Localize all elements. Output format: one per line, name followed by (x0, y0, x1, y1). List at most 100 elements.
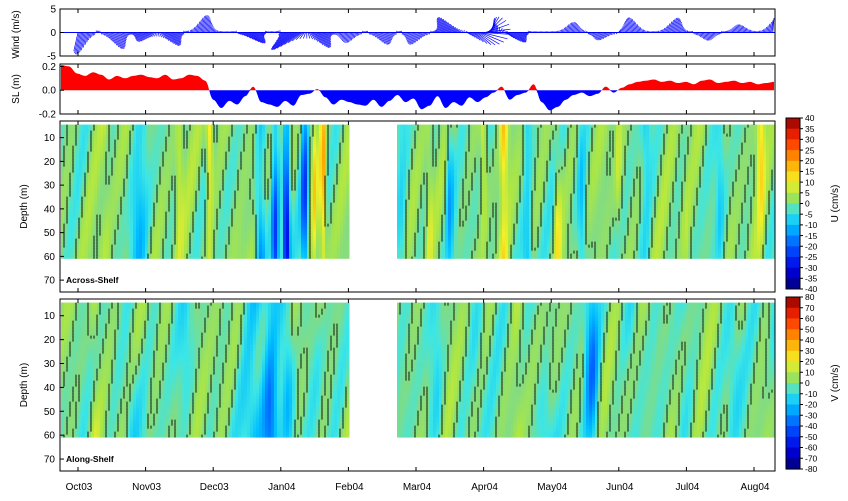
across-shelf-cell (220, 200, 224, 204)
across-shelf-cell (190, 146, 194, 150)
across-shelf-cell (406, 203, 410, 207)
across-shelf-cell (100, 152, 104, 156)
across-shelf-cell (265, 227, 269, 231)
across-shelf-cell (430, 170, 434, 174)
across-shelf-cell (244, 164, 248, 168)
across-shelf-cell (280, 212, 284, 216)
across-shelf-cell (91, 221, 95, 225)
across-shelf-cell (103, 254, 107, 258)
across-shelf-cell (217, 218, 221, 222)
across-shelf-cell (340, 215, 344, 219)
across-shelf-cell (88, 209, 92, 213)
across-shelf-cell (181, 248, 185, 252)
across-shelf-cell (295, 176, 299, 180)
across-shelf-cell (337, 203, 341, 207)
across-shelf-cell (292, 152, 296, 156)
across-shelf-cell (340, 152, 344, 156)
across-shelf-cell (304, 209, 308, 213)
across-shelf-cell (409, 233, 413, 237)
across-shelf-cell (346, 227, 350, 231)
across-shelf-cell (298, 149, 302, 153)
across-shelf-cell (403, 149, 407, 153)
across-shelf-cell (67, 257, 71, 259)
across-shelf-cell (178, 221, 182, 225)
across-shelf-cell (232, 254, 236, 258)
across-shelf-cell (202, 185, 206, 189)
across-shelf-cell (274, 224, 278, 228)
across-shelf-cell (64, 179, 68, 183)
across-shelf-cell (169, 239, 173, 243)
across-shelf-cell (223, 215, 227, 219)
across-shelf-cell (145, 185, 149, 189)
across-shelf-cell (109, 236, 113, 240)
across-shelf-cell (316, 155, 320, 159)
across-shelf-cell (154, 128, 158, 132)
across-shelf-cell (76, 143, 80, 147)
across-shelf-cell (286, 239, 290, 243)
across-shelf-cell (70, 236, 74, 240)
across-shelf-cell (430, 194, 434, 198)
across-shelf-cell (214, 179, 218, 183)
across-shelf-cell (250, 257, 254, 259)
across-shelf-cell (73, 152, 77, 156)
across-shelf-cell (133, 158, 137, 162)
across-shelf-cell (64, 185, 68, 189)
across-shelf-cell (175, 158, 179, 162)
across-shelf-cell (112, 221, 116, 225)
across-shelf-cell (427, 221, 431, 225)
across-shelf-cell (277, 143, 281, 147)
across-shelf-cell (61, 212, 65, 216)
across-shelf-cell (400, 242, 404, 246)
across-shelf-cell (427, 182, 431, 186)
across-shelf-cell (193, 215, 197, 219)
across-shelf-cell (409, 131, 413, 135)
across-shelf-cell (136, 173, 140, 177)
across-shelf-cell (208, 197, 212, 201)
across-shelf-cell (256, 173, 260, 177)
across-shelf-cell (241, 194, 245, 198)
across-shelf-cell (112, 173, 116, 177)
across-shelf-cell (250, 179, 254, 183)
across-shelf-cell (64, 170, 68, 174)
across-shelf-cell (400, 155, 404, 159)
across-shelf-cell (97, 185, 101, 189)
across-shelf-cell (334, 203, 338, 207)
across-shelf-cell (163, 188, 167, 192)
across-shelf-cell (346, 203, 350, 207)
across-shelf-cell (193, 176, 197, 180)
across-shelf-cell (229, 143, 233, 147)
across-shelf-cell (397, 164, 401, 168)
across-shelf-cell (121, 170, 125, 174)
across-shelf-cell (427, 161, 431, 165)
across-shelf-cell (145, 218, 149, 222)
across-shelf-cell (316, 209, 320, 213)
across-shelf-cell (319, 155, 323, 159)
across-shelf-cell (418, 155, 422, 159)
across-shelf-cell (295, 203, 299, 207)
across-shelf-cell (73, 191, 77, 195)
across-shelf-cell (100, 212, 104, 216)
across-shelf-cell (199, 176, 203, 180)
across-shelf-cell (322, 155, 326, 159)
across-shelf-cell (292, 236, 296, 240)
across-shelf-cell (286, 140, 290, 144)
across-shelf-cell (100, 176, 104, 180)
across-shelf-cell (265, 167, 269, 171)
across-shelf-cell (79, 173, 83, 177)
across-shelf-cell (427, 251, 431, 255)
across-shelf-cell (193, 170, 197, 174)
across-shelf-cell (184, 155, 188, 159)
across-shelf-cell (160, 215, 164, 219)
across-shelf-cell (313, 200, 317, 204)
across-shelf-cell (160, 137, 164, 141)
across-shelf-cell (196, 146, 200, 150)
across-shelf-cell (418, 242, 422, 246)
across-shelf-cell (193, 245, 197, 249)
across-shelf-cell (235, 257, 239, 259)
across-shelf-cell (199, 173, 203, 177)
across-shelf-cell (61, 179, 65, 183)
across-shelf-cell (403, 194, 407, 198)
across-shelf-cell (76, 212, 80, 216)
across-shelf-cell (82, 221, 86, 225)
across-shelf-cell (439, 173, 443, 177)
